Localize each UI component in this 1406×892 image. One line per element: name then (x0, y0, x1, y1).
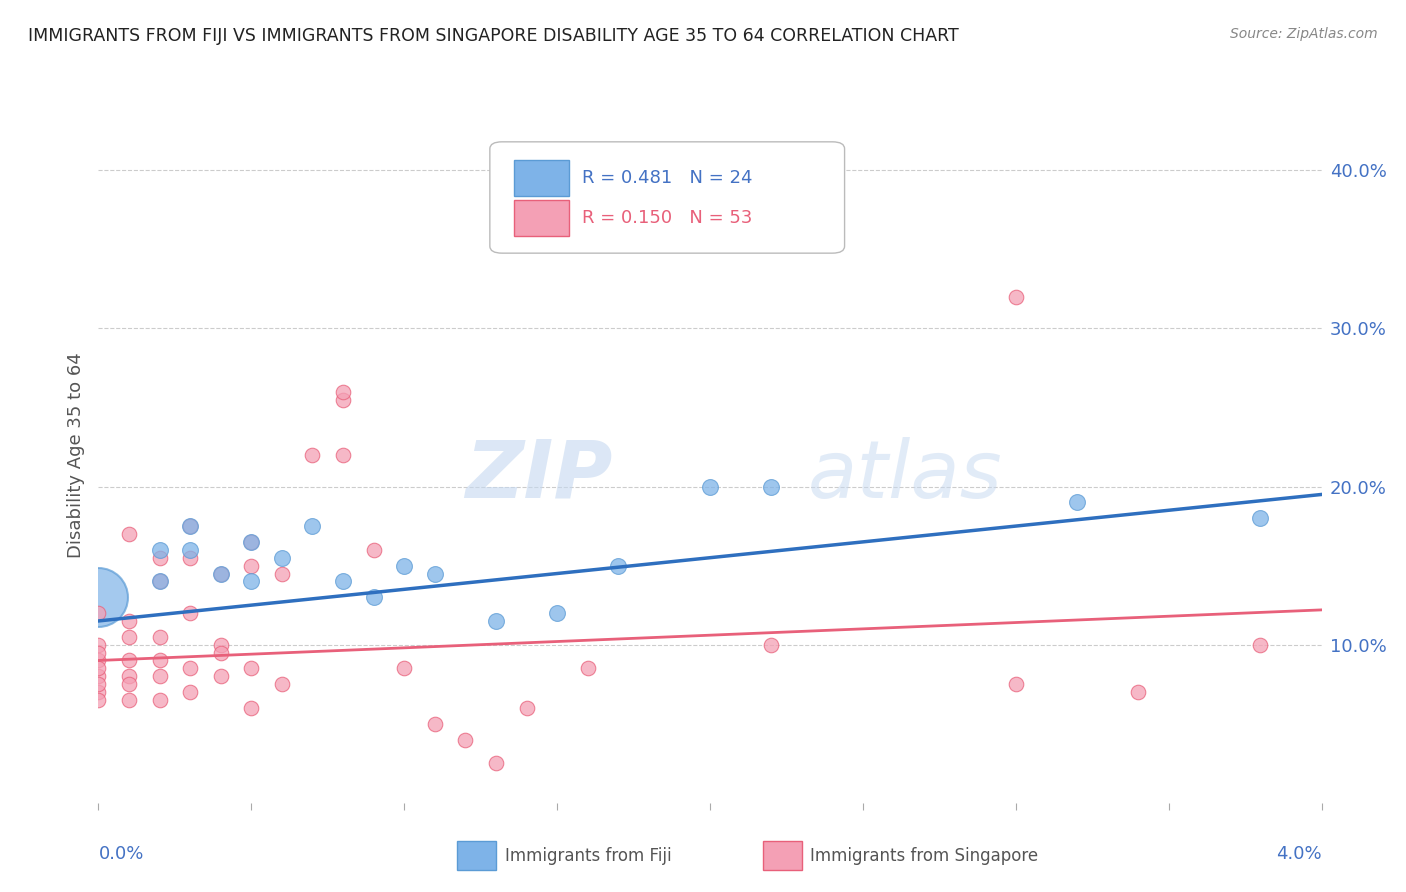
Point (87, 677, 110, 691)
Point (179, 606, 201, 620)
Point (759, 479, 782, 493)
Point (1128, 685, 1150, 699)
Point (179, 661, 201, 675)
Point (118, 614, 141, 628)
FancyBboxPatch shape (515, 200, 569, 235)
Point (332, 574, 354, 589)
Point (179, 519, 201, 533)
Point (149, 574, 172, 589)
Point (149, 669, 172, 683)
Point (332, 384, 354, 399)
Point (149, 542, 172, 557)
Point (87, 661, 110, 675)
Point (423, 566, 446, 581)
FancyBboxPatch shape (762, 841, 801, 871)
Point (363, 542, 385, 557)
Point (270, 677, 294, 691)
Point (516, 701, 538, 715)
Point (240, 701, 263, 715)
Point (87, 606, 110, 620)
Point (179, 685, 201, 699)
Point (149, 574, 172, 589)
Text: Source: ZipAtlas.com: Source: ZipAtlas.com (1230, 27, 1378, 41)
Text: R = 0.150   N = 53: R = 0.150 N = 53 (582, 209, 752, 227)
Point (240, 558, 263, 573)
FancyBboxPatch shape (489, 142, 845, 253)
Point (209, 566, 232, 581)
Point (392, 558, 416, 573)
Point (87, 685, 110, 699)
Point (607, 558, 630, 573)
Point (270, 550, 294, 565)
Text: R = 0.481   N = 24: R = 0.481 N = 24 (582, 169, 752, 187)
Point (240, 574, 263, 589)
Text: Immigrants from Fiji: Immigrants from Fiji (505, 847, 671, 864)
Text: 0.0%: 0.0% (98, 845, 143, 863)
Point (149, 653, 172, 667)
Point (332, 392, 354, 407)
Point (118, 693, 141, 707)
Point (301, 519, 323, 533)
Point (209, 566, 232, 581)
Point (392, 661, 416, 675)
Text: 4.0%: 4.0% (1277, 845, 1322, 863)
Point (118, 630, 141, 644)
Point (699, 479, 721, 493)
Point (332, 448, 354, 462)
Point (209, 646, 232, 660)
Point (118, 677, 141, 691)
Point (240, 534, 263, 549)
Point (454, 732, 477, 747)
Point (240, 534, 263, 549)
Point (270, 566, 294, 581)
Point (1249, 511, 1271, 525)
Point (87, 653, 110, 667)
Point (485, 614, 508, 628)
Point (149, 693, 172, 707)
Y-axis label: Disability Age 35 to 64: Disability Age 35 to 64 (67, 352, 86, 558)
Point (87, 638, 110, 652)
Point (1004, 290, 1026, 304)
FancyBboxPatch shape (515, 160, 569, 196)
Point (301, 448, 323, 462)
Point (209, 638, 232, 652)
Point (423, 716, 446, 731)
Point (118, 669, 141, 683)
Point (1249, 638, 1271, 652)
Point (118, 527, 141, 541)
Point (179, 542, 201, 557)
Point (87, 693, 110, 707)
Point (179, 519, 201, 533)
Point (485, 756, 508, 771)
Text: ZIP: ZIP (465, 437, 612, 515)
FancyBboxPatch shape (457, 841, 496, 871)
Point (576, 661, 599, 675)
Point (240, 661, 263, 675)
Point (1004, 677, 1026, 691)
Text: atlas: atlas (808, 437, 1002, 515)
Point (87, 669, 110, 683)
Point (87, 646, 110, 660)
Point (149, 630, 172, 644)
Point (209, 669, 232, 683)
Point (149, 550, 172, 565)
Text: IMMIGRANTS FROM FIJI VS IMMIGRANTS FROM SINGAPORE DISABILITY AGE 35 TO 64 CORREL: IMMIGRANTS FROM FIJI VS IMMIGRANTS FROM … (28, 27, 959, 45)
Point (759, 638, 782, 652)
Point (546, 606, 568, 620)
Point (363, 591, 385, 605)
Point (118, 653, 141, 667)
Text: Immigrants from Singapore: Immigrants from Singapore (810, 847, 1039, 864)
Point (179, 550, 201, 565)
Point (1066, 495, 1088, 509)
Point (87, 591, 110, 605)
